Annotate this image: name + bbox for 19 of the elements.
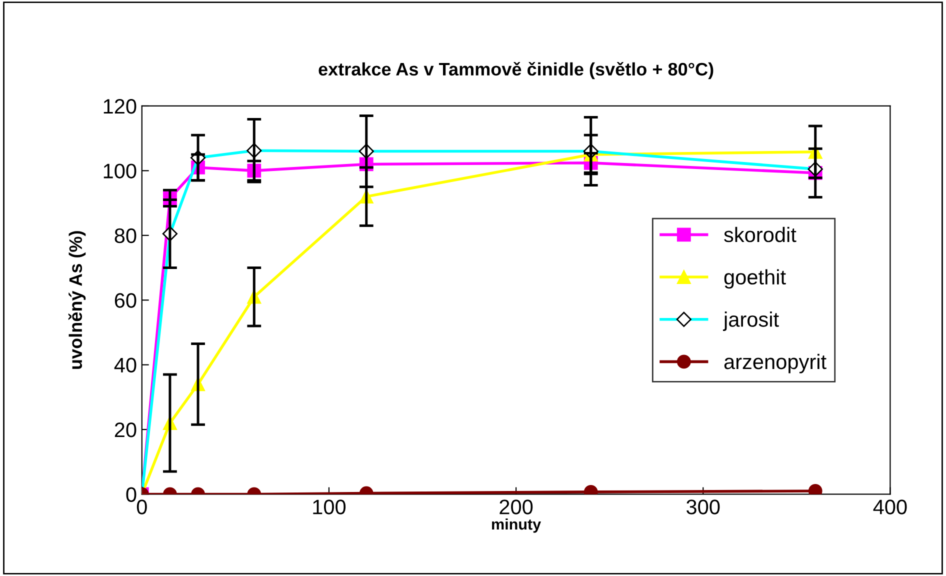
- y-tick-label: 40: [114, 358, 136, 373]
- y-tick-label: 0: [126, 487, 136, 502]
- x-tick-label: 100: [313, 500, 346, 514]
- x-axis-title: minuty: [492, 518, 541, 533]
- legend-label: jarosit: [722, 312, 779, 331]
- legend-label: skorodit: [724, 226, 796, 242]
- y-tick-label: 120: [104, 98, 136, 114]
- legend-label: arzenopyrit: [724, 354, 826, 374]
- x-tick-label: 200: [500, 500, 533, 514]
- chart-title: extrakce As v Tammově činidle (světlo + 80°C): [318, 62, 714, 80]
- y-tick-label: 80: [114, 228, 136, 244]
- y-tick-label: 100: [104, 164, 136, 178]
- x-tick-label: 0: [136, 500, 147, 514]
- x-tick-label: 300: [686, 500, 720, 514]
- legend-label: goethit: [724, 269, 786, 289]
- x-tick-label: 400: [873, 500, 907, 514]
- y-tick-label: 60: [114, 293, 136, 308]
- y-axis-title: uvolněný As (%): [68, 231, 86, 369]
- y-tick-label: 20: [114, 422, 136, 438]
